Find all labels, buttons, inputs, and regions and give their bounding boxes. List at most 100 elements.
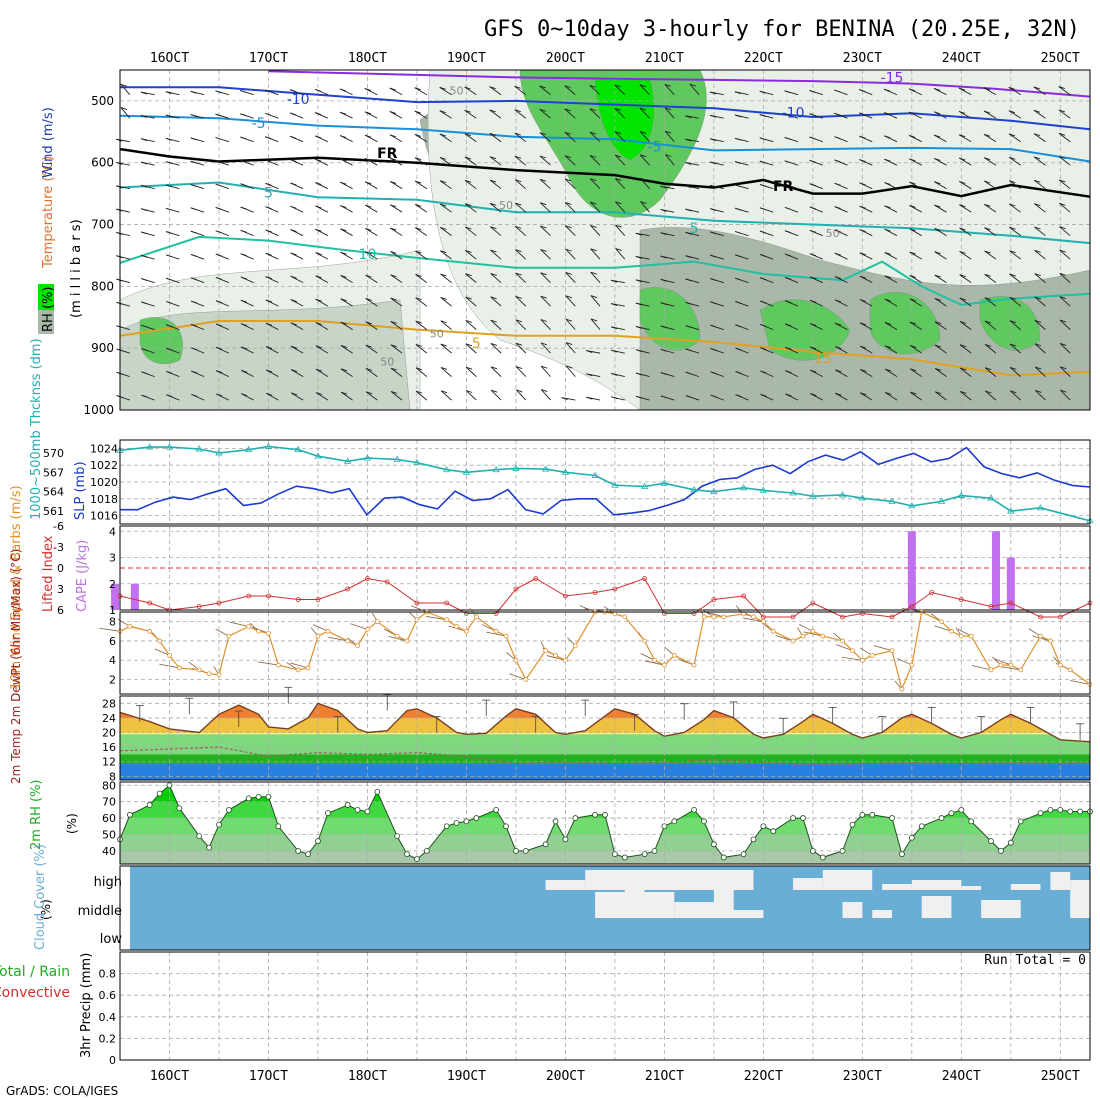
wind-barb: [1008, 110, 1021, 119]
top-tick-label: 17OCT: [249, 51, 288, 66]
wind-barb-flag: [810, 393, 817, 396]
wind-barb-flag: [515, 296, 522, 299]
wind-barb-flag: [415, 250, 422, 254]
wind-barb-flag: [934, 251, 941, 255]
precip-panel: 0 0.2 0.4 0.6 0.8 Run Total = 0 Total / Rain…: [0, 951, 1091, 1067]
lifted-index-point: [147, 600, 153, 606]
thickness-point: [442, 465, 451, 473]
lifted-index-point: [266, 593, 271, 599]
wind-barb-flag: [566, 365, 573, 369]
wind-barb-flag: [539, 132, 547, 136]
wind-barb-flag: [315, 182, 322, 185]
wind-barb-flag: [514, 85, 521, 89]
wind-barb: [540, 342, 551, 354]
rh-point: [770, 828, 777, 835]
rh-point: [414, 856, 420, 862]
wind-speed-point: [850, 648, 855, 653]
wind-barb-flag: [734, 184, 742, 188]
slp-tick-label: 1018: [90, 493, 118, 506]
wind-barb-flag: [339, 111, 347, 115]
wind-speed-point: [939, 619, 944, 625]
wind-speed-point: [1008, 662, 1014, 668]
wind-barb-flag: [934, 274, 941, 278]
wind-barb-flag: [389, 87, 396, 91]
wind-barb-flag: [240, 229, 247, 233]
wind-barb: [959, 391, 972, 401]
isotherm-label: 5: [690, 221, 699, 237]
wind-barb-flag: [440, 390, 448, 394]
rh-point: [315, 838, 321, 844]
wind-barb-flag: [1058, 86, 1065, 90]
wind-barb-flag: [614, 107, 621, 111]
wind-barb: [390, 251, 403, 260]
cloud-cell: [921, 896, 952, 918]
rh-point: [809, 847, 816, 854]
wind-barb: [934, 251, 947, 260]
rh-label: RH (%): [41, 287, 56, 332]
isotherm-label: 10: [359, 247, 377, 263]
wind-barb: [1034, 296, 1046, 307]
lifted-index-point: [741, 593, 746, 599]
wind-barb-flag: [140, 138, 148, 142]
wind-barb: [1034, 203, 1046, 213]
wind-barb-flag: [364, 134, 372, 138]
rh-point: [394, 833, 401, 840]
wind-barb-flag: [466, 390, 473, 393]
isotherm-line: [119, 147, 1091, 198]
wind-speed-point: [246, 624, 252, 629]
run-total-label: Run Total = 0: [984, 953, 1086, 968]
wind-barb-flag: [365, 298, 372, 301]
wind-barb-flag: [1009, 203, 1016, 207]
wind-barb-flag: [960, 390, 967, 394]
wind-barb-flag: [489, 109, 496, 113]
wind-label: Wind (m/s): [41, 107, 56, 178]
wind-speed-point: [1038, 633, 1043, 639]
wind-barb-flag: [120, 83, 127, 87]
wind-barb: [1009, 273, 1021, 284]
wind-barb-flag: [983, 87, 991, 91]
wind-barb: [539, 202, 551, 213]
rh-point: [750, 836, 757, 843]
wind-barb-flag: [635, 232, 642, 236]
pressure-tick-label: 500: [91, 94, 114, 108]
wind-barb-flag: [314, 112, 322, 116]
wind-barb-flag: [859, 205, 866, 209]
wind-barb-flag: [784, 300, 792, 304]
wind-barb-flag: [685, 301, 692, 305]
lifted-index-line: [119, 577, 1091, 618]
wind-barb: [909, 345, 922, 354]
wind-barb-flag: [859, 275, 866, 279]
wind-barb: [743, 617, 764, 623]
wind-barb-flag: [540, 225, 547, 229]
wind-barb-flag: [709, 138, 717, 142]
wind-barb-flag: [615, 224, 622, 228]
wind-speed-point: [810, 628, 816, 634]
wind-barb: [896, 658, 912, 666]
wind-barb-flag: [884, 322, 892, 325]
isotherm-line: [268, 70, 1091, 98]
wind-barb-flag: [215, 207, 222, 210]
wind-barb-flag: [415, 297, 422, 301]
wind-barb: [415, 390, 428, 401]
wind-barb-flag: [883, 88, 891, 92]
wind-barb: [464, 133, 477, 143]
wind-barb-flag: [809, 229, 816, 233]
wind-barb-flag: [809, 183, 816, 187]
wind-barb: [564, 178, 576, 190]
wind-barb-flag: [910, 368, 917, 372]
wind-barb: [1059, 226, 1071, 237]
wind-barb-flag: [440, 273, 447, 277]
cape-tick-label: 1: [109, 604, 116, 617]
thickness-point: [541, 465, 550, 472]
wind-barb-flag: [660, 185, 667, 189]
wind-barb-flag: [190, 160, 197, 164]
wind-barb-flag: [390, 391, 398, 394]
wind-barb-flag: [589, 131, 597, 135]
wind-speed-point: [345, 638, 351, 644]
cloud-level-label: high: [94, 875, 122, 890]
wind-barb-flag: [290, 205, 297, 209]
wind-barb-flag: [465, 226, 472, 230]
thickness-point: [1036, 504, 1045, 511]
wind-barb-flag: [140, 91, 148, 95]
